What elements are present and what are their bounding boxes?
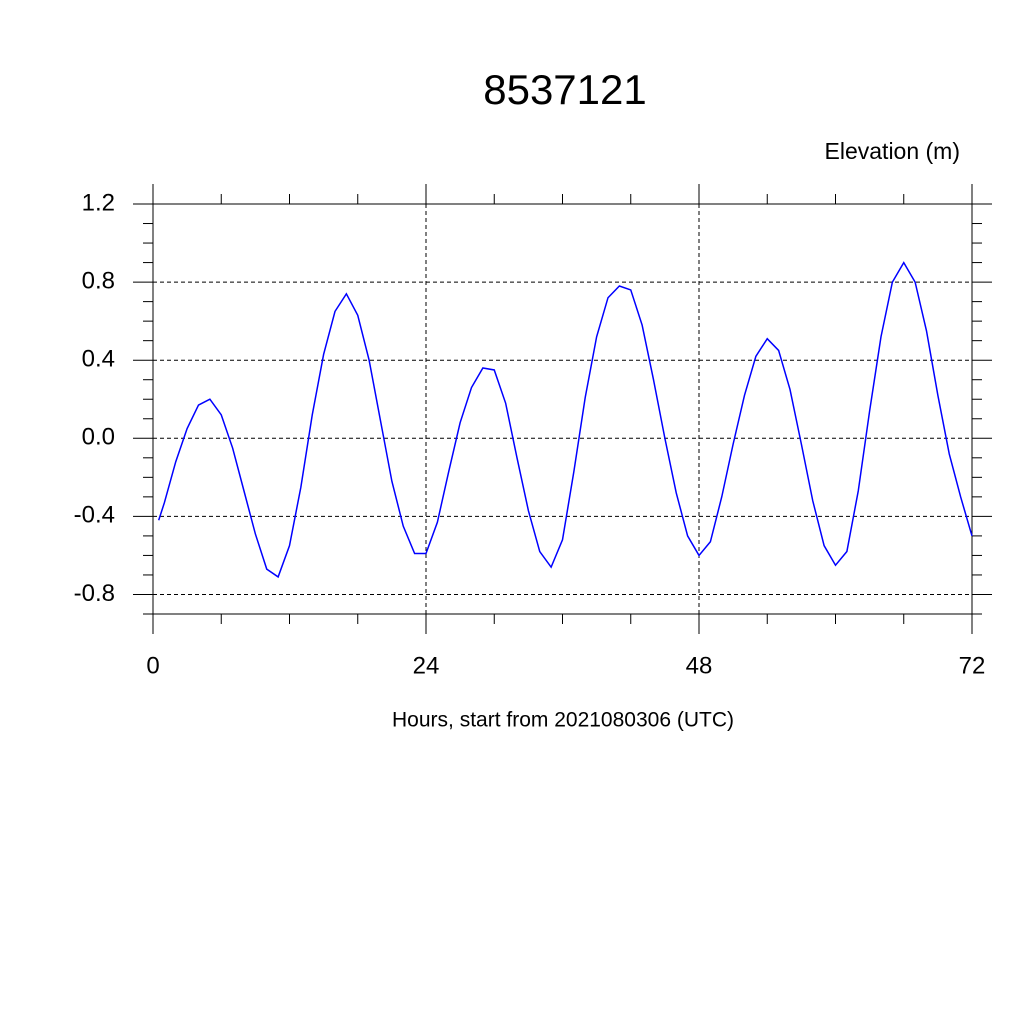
y-tick-label: -0.4 [74, 502, 115, 529]
data-line [157, 261, 973, 579]
chart-title: 8537121 [483, 66, 647, 113]
x-tick-label: 24 [413, 652, 440, 679]
y-tick-label: 0.4 [82, 346, 115, 373]
y-axis-label: Elevation (m) [825, 138, 960, 164]
y-tick-label: 1.2 [82, 189, 115, 216]
y-tick-label: 0.0 [82, 424, 115, 451]
x-tick-label: 48 [686, 652, 713, 679]
y-tick-label: -0.8 [74, 580, 115, 607]
x-tick-label: 72 [959, 652, 986, 679]
x-axis-label: Hours, start from 2021080306 (UTC) [392, 709, 734, 732]
x-tick-label: 0 [146, 652, 159, 679]
plot-frame [152, 203, 973, 615]
y-tick-label: 0.8 [82, 267, 115, 294]
